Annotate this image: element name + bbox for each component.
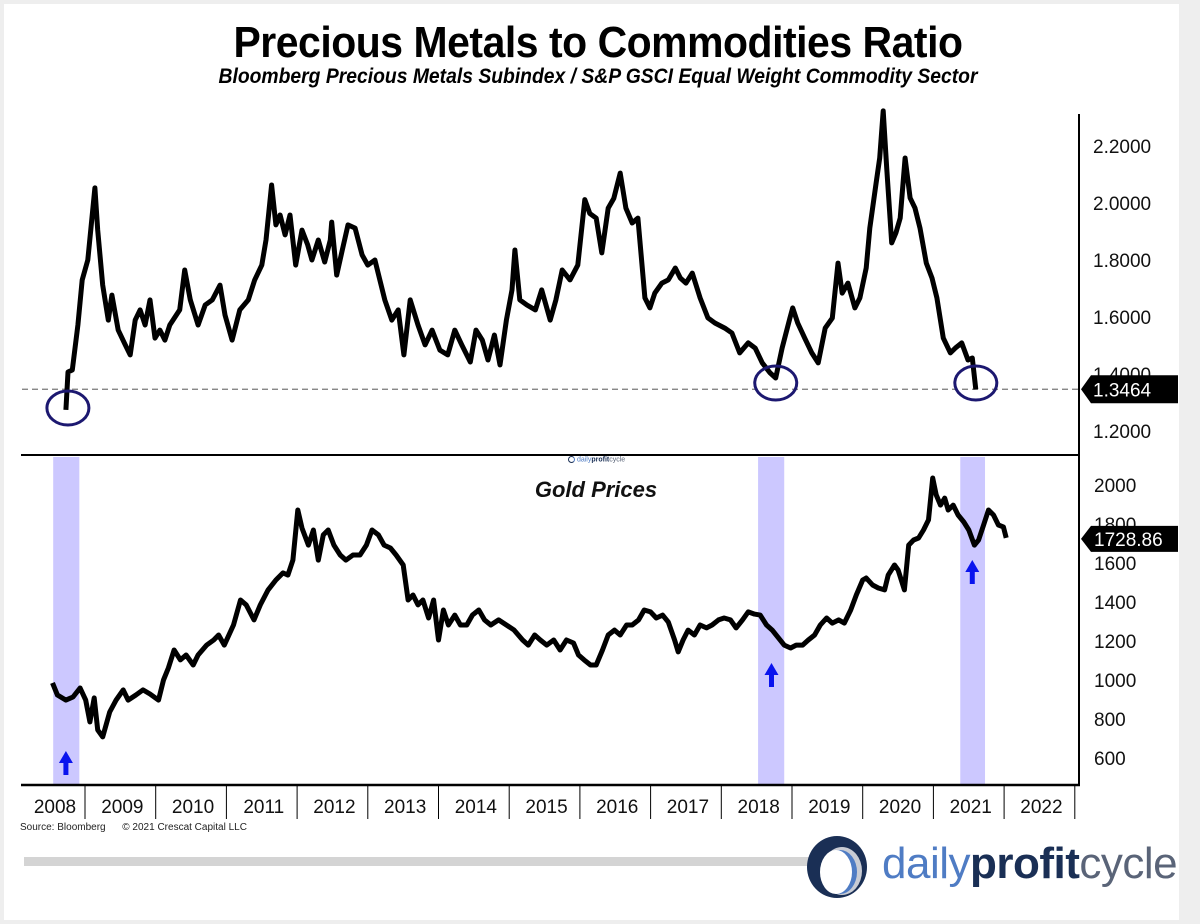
logo-text-daily: daily	[882, 839, 971, 888]
x-axis-ticks: 2008 2009 2010 2011 2012 2013 2014 2015 2016 2017…	[34, 786, 1076, 819]
logo-text-cycle: cycle	[1079, 839, 1178, 888]
highlight-band-1	[53, 457, 80, 784]
chart-subtitle: Bloomberg Precious Metals Subindex / S&P…	[218, 65, 978, 88]
gold-last-value-tag: 1728.86	[1081, 525, 1178, 552]
circled-lows	[45, 364, 999, 427]
x-tick-label: 2017	[667, 797, 709, 818]
gold-panel-label: Gold Prices	[535, 477, 657, 502]
ratio-y-tick-label: 2.0000	[1093, 194, 1151, 215]
x-tick-label: 2022	[1020, 797, 1062, 818]
up-arrow-icon-1	[58, 751, 73, 775]
chart-title: Precious Metals to Commodities Ratio	[233, 18, 963, 67]
ratio-last-value-label: 1.3464	[1093, 380, 1152, 401]
x-tick-label: 2018	[738, 797, 780, 818]
circled-low-2	[753, 364, 799, 402]
gold-panel: Gold Prices 6008001000120014001600180020…	[50, 475, 1178, 775]
ratio-series-line	[63, 108, 979, 411]
gold-series-line	[50, 475, 1009, 740]
footer-note: Source: Bloomberg © 2021 Crescat Capital…	[20, 822, 247, 833]
x-tick-label: 2021	[950, 797, 992, 818]
x-tick-label: 2020	[879, 797, 921, 818]
x-tick-label: 2012	[313, 797, 355, 818]
logo-wordmark: dailyprofitcycle	[882, 839, 1178, 889]
brand-logo: dailyprofitcycle	[804, 835, 1184, 898]
gold-y-tick-label: 600	[1094, 749, 1126, 770]
ratio-y-tick-label: 1.6000	[1093, 308, 1151, 329]
logo-ring-icon	[807, 836, 867, 898]
circled-low-3	[953, 364, 999, 402]
ratio-y-tick-label: 1.8000	[1093, 251, 1151, 272]
x-tick-label: 2011	[243, 797, 284, 818]
last-value-tag-bg	[1081, 375, 1178, 404]
ratio-y-tick-label: 2.2000	[1093, 137, 1151, 158]
last-value-tag-bg	[1081, 525, 1178, 552]
gold-y-tick-label: 1000	[1094, 671, 1136, 692]
gold-y-tick-label: 800	[1094, 710, 1126, 731]
x-tick-label: 2019	[808, 797, 850, 818]
x-tick-label: 2016	[596, 797, 638, 818]
x-tick-label: 2009	[101, 797, 143, 818]
up-arrows	[58, 560, 980, 775]
gold-y-tick-label: 1600	[1094, 554, 1136, 575]
watermark-logo: dailyprofitcycle	[568, 456, 625, 463]
watermark-text-profit: profit	[591, 456, 610, 464]
gold-y-tick-label: 1400	[1094, 593, 1136, 614]
logo-text-profit: profit	[970, 839, 1080, 888]
watermark-text-cycle: cycle	[609, 456, 626, 464]
x-tick-label: 2008	[34, 797, 76, 818]
x-tick-label: 2010	[172, 797, 214, 818]
gold-y-tick-label: 2000	[1094, 476, 1136, 497]
x-tick-label: 2014	[455, 797, 498, 818]
highlight-band-3	[960, 457, 986, 784]
circled-low-1	[45, 389, 91, 427]
gold-last-value-label: 1728.86	[1094, 530, 1163, 551]
horizontal-scrollbar[interactable]	[24, 857, 814, 866]
up-arrow-icon-3	[965, 560, 980, 584]
ratio-last-value-tag: 1.3464	[1081, 375, 1178, 404]
up-arrow-icon-2	[764, 663, 779, 687]
watermark-ring-icon	[568, 456, 575, 463]
x-tick-label: 2013	[384, 797, 426, 818]
chart-frame	[21, 114, 1080, 787]
source-note: Source: Bloomberg	[20, 822, 106, 833]
ratio-y-tick-label: 1.2000	[1093, 422, 1151, 443]
copyright-note: © 2021 Crescat Capital LLC	[122, 822, 247, 833]
x-tick-label: 2015	[525, 797, 567, 818]
watermark-text-daily: daily	[576, 456, 592, 464]
gold-y-tick-label: 1200	[1094, 632, 1136, 653]
